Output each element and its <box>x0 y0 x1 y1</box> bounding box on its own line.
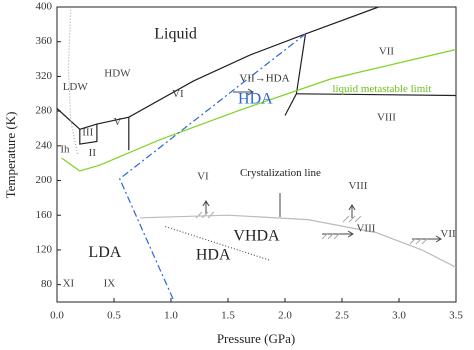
region-label: VIII <box>377 112 396 124</box>
region-label: HDW <box>104 67 131 79</box>
boundary-line <box>67 9 79 155</box>
boundary-line <box>118 33 306 303</box>
x-tick-label: 3.5 <box>449 310 463 322</box>
hatching <box>195 211 429 245</box>
y-tick-label: 120 <box>36 243 53 255</box>
region-label: VII <box>379 46 395 58</box>
boundary-line <box>165 225 271 261</box>
boundary-line <box>56 6 379 130</box>
region-label: liquid metastable limit <box>332 83 431 95</box>
region-label: VIII <box>348 180 367 192</box>
region-label: V <box>113 116 121 128</box>
region-label: VI <box>197 171 209 183</box>
boundary-line <box>140 214 457 268</box>
x-tick-label: 0.5 <box>107 310 121 322</box>
y-tick-label: 160 <box>36 209 53 221</box>
region-label: Liquid <box>154 25 197 42</box>
region-label: Ih <box>60 144 70 156</box>
region-label: VI <box>172 88 184 100</box>
region-label: VII <box>440 228 456 240</box>
region-label: LDA <box>88 244 121 261</box>
x-tick-label: 1.5 <box>221 310 235 322</box>
y-tick-label: 320 <box>36 70 53 82</box>
x-tick-label: 0.0 <box>50 310 64 322</box>
region-label: HDA <box>238 91 273 108</box>
region-label: VII→HDA <box>239 73 289 85</box>
boundary-line <box>296 93 457 97</box>
region-label: XI <box>63 277 75 289</box>
plot-frame <box>56 6 457 303</box>
region-label: LDW <box>63 81 89 93</box>
x-tick-label: 1.0 <box>164 310 178 322</box>
x-tick-label: 3.0 <box>392 310 406 322</box>
y-tick-label: 360 <box>36 35 53 47</box>
x-tick-label: 2.5 <box>335 310 349 322</box>
y-tick-label: 240 <box>36 139 53 151</box>
y-tick-label: 280 <box>36 105 53 117</box>
y-axis-title: Temperature (K) <box>3 112 18 199</box>
y-tick-label: 80 <box>41 278 53 290</box>
region-label: IX <box>104 277 116 289</box>
y-tick-label: 200 <box>36 174 53 186</box>
region-label: II <box>89 147 97 159</box>
region-label: III <box>82 126 93 138</box>
region-label: VHDA <box>233 228 280 245</box>
boundary-line <box>61 48 457 172</box>
arrows <box>202 88 442 243</box>
boundary-line <box>79 124 98 145</box>
region-label: Crystalization line <box>240 167 321 179</box>
y-tick-label: 400 <box>36 1 53 13</box>
region-label: HDA <box>196 247 231 264</box>
x-axis-title: Pressure (GPa) <box>217 331 295 346</box>
x-tick-label: 2.0 <box>278 310 292 322</box>
region-label: VIII <box>356 223 375 235</box>
